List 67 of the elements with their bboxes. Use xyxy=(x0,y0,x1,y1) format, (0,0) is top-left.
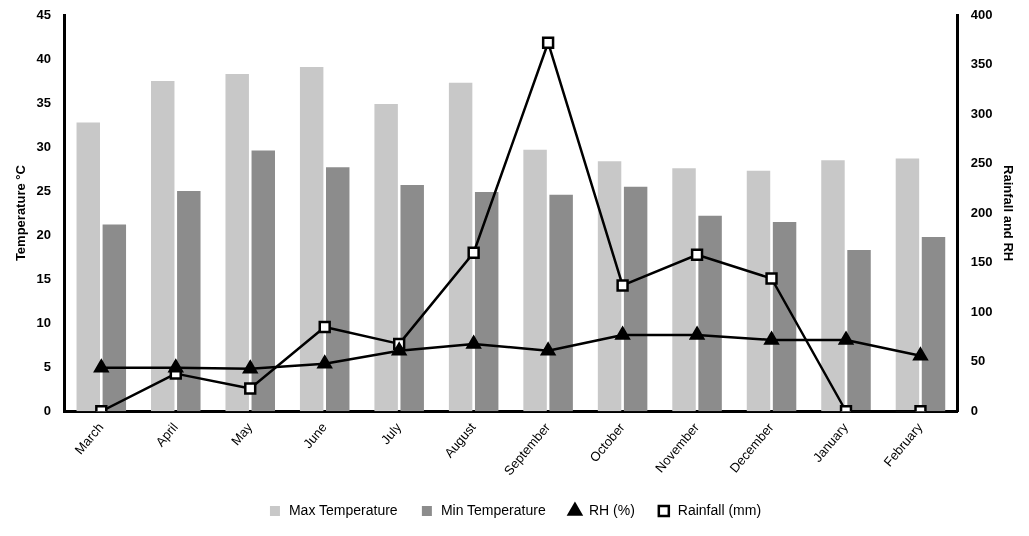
bar xyxy=(251,150,275,412)
y-tick-label: 45 xyxy=(36,6,52,22)
y-tick-label: 25 xyxy=(36,182,52,198)
y-tick-label: 30 xyxy=(36,138,52,154)
bar xyxy=(921,236,946,412)
bar xyxy=(102,224,127,412)
bar xyxy=(523,149,547,412)
y2-tick-label: 250 xyxy=(970,155,993,171)
point xyxy=(616,279,629,292)
y2-tick-label: 0 xyxy=(970,402,978,418)
bar xyxy=(400,184,424,412)
bar xyxy=(698,215,722,412)
point xyxy=(913,347,928,361)
bar xyxy=(821,160,845,412)
y2-tick-label: 150 xyxy=(970,254,993,270)
point xyxy=(765,272,778,285)
y-axis-title: Temperature °C xyxy=(13,164,29,262)
y-tick-label: 40 xyxy=(36,50,52,66)
point xyxy=(93,359,109,373)
legend-label: Min Temperature xyxy=(440,501,546,518)
y2-tick-label: 350 xyxy=(970,56,993,72)
bar xyxy=(772,221,797,412)
point xyxy=(467,246,480,259)
bar xyxy=(597,161,622,412)
bar xyxy=(76,122,100,412)
bar xyxy=(474,192,499,412)
y-tick-label: 20 xyxy=(36,226,52,242)
bar xyxy=(326,167,350,412)
legend-label: Rainfall (mm) xyxy=(677,501,762,518)
point xyxy=(242,360,258,374)
y2-tick-label: 200 xyxy=(970,204,993,220)
bar xyxy=(225,74,249,412)
legend-label: Max Temperature xyxy=(288,501,398,518)
y2-tick-label: 50 xyxy=(970,353,986,369)
bar xyxy=(549,194,573,412)
point xyxy=(318,320,331,334)
point xyxy=(615,326,630,340)
y-tick-label: 0 xyxy=(43,402,52,418)
bar xyxy=(746,170,771,412)
y2-tick-label: 400 xyxy=(970,6,993,22)
point xyxy=(690,248,704,261)
bar xyxy=(448,82,473,412)
point xyxy=(838,331,854,345)
y-tick-label: 5 xyxy=(43,358,52,374)
y-tick-label: 10 xyxy=(36,314,52,330)
bar xyxy=(672,168,696,412)
legend-label: RH (%) xyxy=(588,501,635,518)
y-tick-label: 15 xyxy=(36,270,52,286)
y2-tick-label: 300 xyxy=(970,105,993,121)
y-tick-label: 35 xyxy=(36,94,52,110)
point xyxy=(540,342,556,356)
bar xyxy=(177,191,201,412)
point xyxy=(466,335,481,349)
bar xyxy=(374,103,398,412)
y2-axis-title: Rainfall and RH xyxy=(1000,165,1016,262)
point xyxy=(764,331,779,345)
point xyxy=(317,355,333,369)
bar xyxy=(299,66,324,412)
y2-tick-label: 100 xyxy=(970,303,993,319)
point xyxy=(391,342,407,356)
bar xyxy=(151,81,175,412)
point xyxy=(168,359,184,373)
bar xyxy=(623,186,648,412)
bar xyxy=(847,250,871,412)
bar xyxy=(895,158,920,412)
x-tick-label: July xyxy=(377,419,405,448)
point xyxy=(689,326,705,340)
